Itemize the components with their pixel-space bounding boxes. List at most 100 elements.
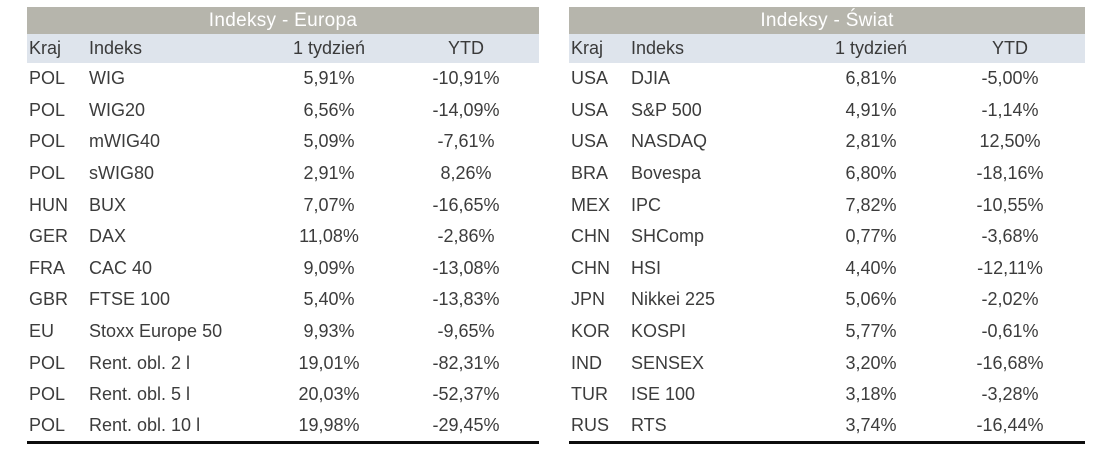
- index-cell: DAX: [89, 226, 127, 247]
- country-cell: POL: [29, 352, 66, 373]
- ytd-cell: -1,14%: [981, 99, 1039, 120]
- ytd-cell: -2,86%: [437, 226, 495, 247]
- column-header-row: Kraj Indeks 1 tydzień YTD: [569, 34, 1085, 63]
- week-change-cell: 11,08%: [299, 226, 359, 247]
- ytd-cell: -16,44%: [976, 415, 1044, 436]
- index-cell: Nikkei 225: [631, 289, 716, 310]
- country-cell: POL: [29, 131, 66, 152]
- index-cell: WIG: [89, 68, 125, 89]
- table-title-world: Indeksy - Świat: [569, 7, 1085, 34]
- index-cell: Bovespa: [631, 163, 702, 184]
- ytd-cell: -82,31%: [432, 352, 500, 373]
- table-row: GER DAX 11,08% -2,86%: [27, 221, 539, 253]
- week-change-cell: 9,93%: [303, 321, 355, 342]
- ytd-cell: -13,83%: [432, 289, 500, 310]
- country-cell: RUS: [571, 415, 610, 436]
- table-row: POL sWIG80 2,91% 8,26%: [27, 158, 539, 190]
- table-row: POL Rent. obl. 10 l 19,98% -29,45%: [27, 411, 539, 443]
- country-cell: EU: [29, 321, 55, 342]
- ytd-cell: 8,26%: [440, 163, 492, 184]
- ytd-cell: -0,61%: [981, 321, 1039, 342]
- index-cell: DJIA: [631, 68, 671, 89]
- week-change-cell: 4,40%: [845, 257, 897, 278]
- table-row: GBR FTSE 100 5,40% -13,83%: [27, 284, 539, 316]
- europe-table: Kraj Indeks 1 tydzień YTD POL WIG 5,91% -10…: [27, 34, 539, 444]
- country-cell: CHN: [571, 226, 610, 247]
- week-change-cell: 0,77%: [845, 226, 897, 247]
- column-header-kraj: Kraj: [27, 34, 89, 63]
- table-row: POL mWIG40 5,09% -7,61%: [27, 126, 539, 158]
- column-header-indeks: Indeks: [89, 34, 249, 63]
- week-change-cell: 6,56%: [303, 99, 355, 120]
- week-change-cell: 5,06%: [845, 289, 897, 310]
- ytd-cell: -7,61%: [437, 131, 495, 152]
- table-row: BRA Bovespa 6,80% -18,16%: [569, 158, 1085, 190]
- country-cell: POL: [29, 68, 66, 89]
- indices-table-europe: Indeksy - Europa Kraj Indeks 1 tydzień Y…: [27, 7, 539, 444]
- week-change-cell: 2,91%: [303, 163, 355, 184]
- country-cell: GER: [29, 226, 69, 247]
- index-cell: NASDAQ: [631, 131, 708, 152]
- country-cell: POL: [29, 384, 66, 405]
- index-cell: S&P 500: [631, 99, 702, 120]
- week-change-cell: 19,98%: [298, 415, 360, 436]
- country-cell: CHN: [571, 257, 610, 278]
- table-row: JPN Nikkei 225 5,06% -2,02%: [569, 284, 1085, 316]
- week-change-cell: 6,81%: [845, 68, 897, 89]
- country-cell: KOR: [571, 321, 611, 342]
- table-row: MEX IPC 7,82% -10,55%: [569, 189, 1085, 221]
- index-cell: WIG20: [89, 99, 146, 120]
- table-row: POL WIG20 6,56% -14,09%: [27, 95, 539, 127]
- ytd-cell: -3,28%: [981, 384, 1039, 405]
- index-cell: BUX: [89, 194, 127, 215]
- country-cell: USA: [571, 99, 609, 120]
- table-row: CHN HSI 4,40% -12,11%: [569, 253, 1085, 285]
- ytd-cell: -3,68%: [981, 226, 1039, 247]
- country-cell: POL: [29, 163, 66, 184]
- ytd-cell: -10,91%: [432, 68, 500, 89]
- index-cell: mWIG40: [89, 131, 161, 152]
- week-change-cell: 6,80%: [845, 163, 897, 184]
- country-cell: TUR: [571, 384, 608, 405]
- ytd-cell: -16,65%: [432, 194, 500, 215]
- table-row: KOR KOSPI 5,77% -0,61%: [569, 316, 1085, 348]
- ytd-cell: -12,11%: [977, 257, 1043, 278]
- week-change-cell: 7,82%: [845, 194, 897, 215]
- table-row: USA NASDAQ 2,81% 12,50%: [569, 126, 1085, 158]
- country-cell: HUN: [29, 194, 68, 215]
- table-row: POL WIG 5,91% -10,91%: [27, 63, 539, 95]
- country-cell: USA: [571, 68, 609, 89]
- week-change-cell: 5,09%: [303, 131, 355, 152]
- column-header-week: 1 tydzień: [249, 34, 409, 63]
- ytd-cell: 12,50%: [979, 131, 1041, 152]
- week-change-cell: 5,91%: [303, 68, 355, 89]
- column-header-ytd: YTD: [409, 34, 539, 63]
- ytd-cell: -18,16%: [976, 163, 1044, 184]
- week-change-cell: 5,40%: [303, 289, 355, 310]
- column-header-row: Kraj Indeks 1 tydzień YTD: [27, 34, 539, 63]
- week-change-cell: 3,20%: [845, 352, 897, 373]
- ytd-cell: -9,65%: [437, 321, 495, 342]
- table-row: POL Rent. obl. 5 l 20,03% -52,37%: [27, 379, 539, 411]
- table-row: EU Stoxx Europe 50 9,93% -9,65%: [27, 316, 539, 348]
- week-change-cell: 2,81%: [845, 131, 897, 152]
- index-cell: RTS: [631, 415, 667, 436]
- country-cell: POL: [29, 415, 66, 436]
- country-cell: MEX: [571, 194, 611, 215]
- table-row: POL Rent. obl. 2 l 19,01% -82,31%: [27, 347, 539, 379]
- index-cell: FTSE 100: [89, 289, 171, 310]
- table-row: TUR ISE 100 3,18% -3,28%: [569, 379, 1085, 411]
- week-change-cell: 9,09%: [303, 257, 355, 278]
- ytd-cell: -14,09%: [432, 99, 500, 120]
- column-header-kraj: Kraj: [569, 34, 631, 63]
- index-cell: SHComp: [631, 226, 705, 247]
- country-cell: POL: [29, 99, 66, 120]
- index-cell: KOSPI: [631, 321, 687, 342]
- column-header-ytd: YTD: [951, 34, 1085, 63]
- index-cell: ISE 100: [631, 384, 696, 405]
- ytd-cell: -13,08%: [432, 257, 500, 278]
- index-cell: Stoxx Europe 50: [89, 321, 223, 342]
- week-change-cell: 4,91%: [845, 99, 897, 120]
- ytd-cell: -52,37%: [432, 384, 500, 405]
